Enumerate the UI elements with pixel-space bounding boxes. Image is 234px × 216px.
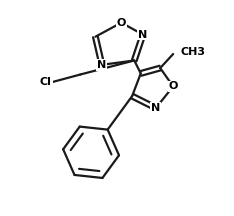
Text: O: O	[168, 81, 178, 91]
Text: Cl: Cl	[40, 77, 52, 87]
Text: N: N	[138, 30, 148, 40]
Text: N: N	[151, 103, 161, 113]
Text: O: O	[117, 18, 126, 28]
Text: N: N	[97, 60, 106, 70]
Text: CH3: CH3	[180, 47, 205, 57]
